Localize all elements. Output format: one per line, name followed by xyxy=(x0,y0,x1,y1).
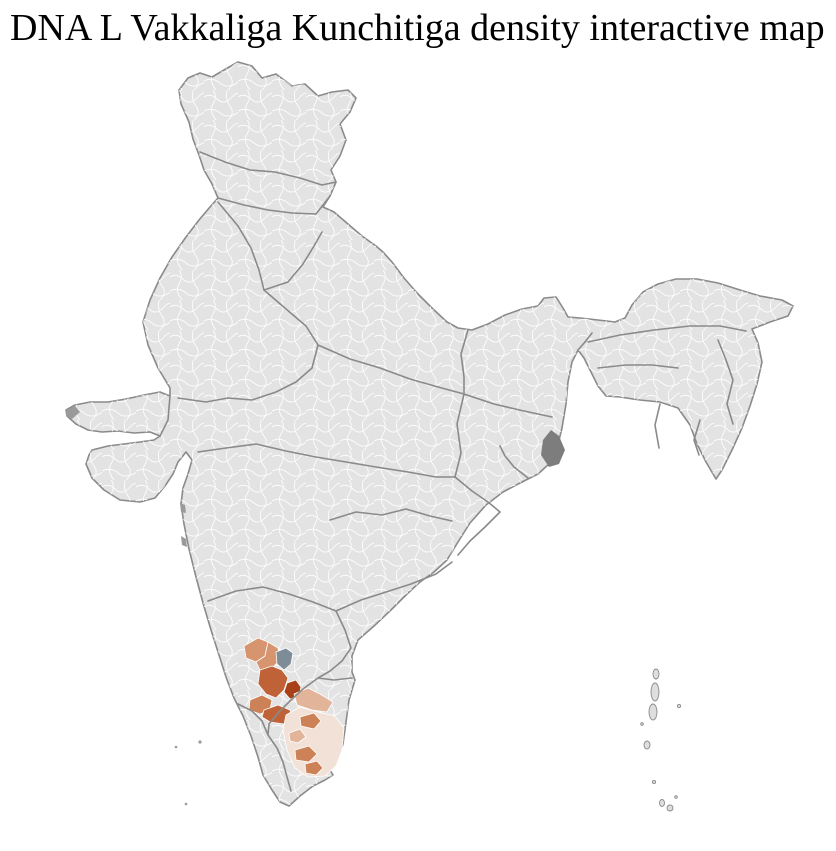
coastal-urban-patch xyxy=(180,503,187,547)
island[interactable] xyxy=(674,795,678,799)
island[interactable] xyxy=(666,804,674,812)
sundarbans-delta-patch xyxy=(541,430,565,467)
island[interactable] xyxy=(643,740,651,750)
island[interactable] xyxy=(652,668,660,680)
island[interactable] xyxy=(651,779,657,785)
kutch-tip-patch xyxy=(66,406,80,419)
andaman-nicobar-islands[interactable] xyxy=(640,668,682,812)
lakshadweep-islands[interactable] xyxy=(174,740,202,806)
islet[interactable] xyxy=(184,802,188,806)
island[interactable] xyxy=(659,799,665,807)
island[interactable] xyxy=(648,703,658,721)
district-mesh xyxy=(66,62,793,806)
islet[interactable] xyxy=(198,740,202,744)
island[interactable] xyxy=(676,703,682,709)
island[interactable] xyxy=(650,682,660,702)
island[interactable] xyxy=(640,722,644,726)
page-title: DNA L Vakkaliga Kunchitiga density inter… xyxy=(10,7,825,49)
islet[interactable] xyxy=(174,745,178,749)
